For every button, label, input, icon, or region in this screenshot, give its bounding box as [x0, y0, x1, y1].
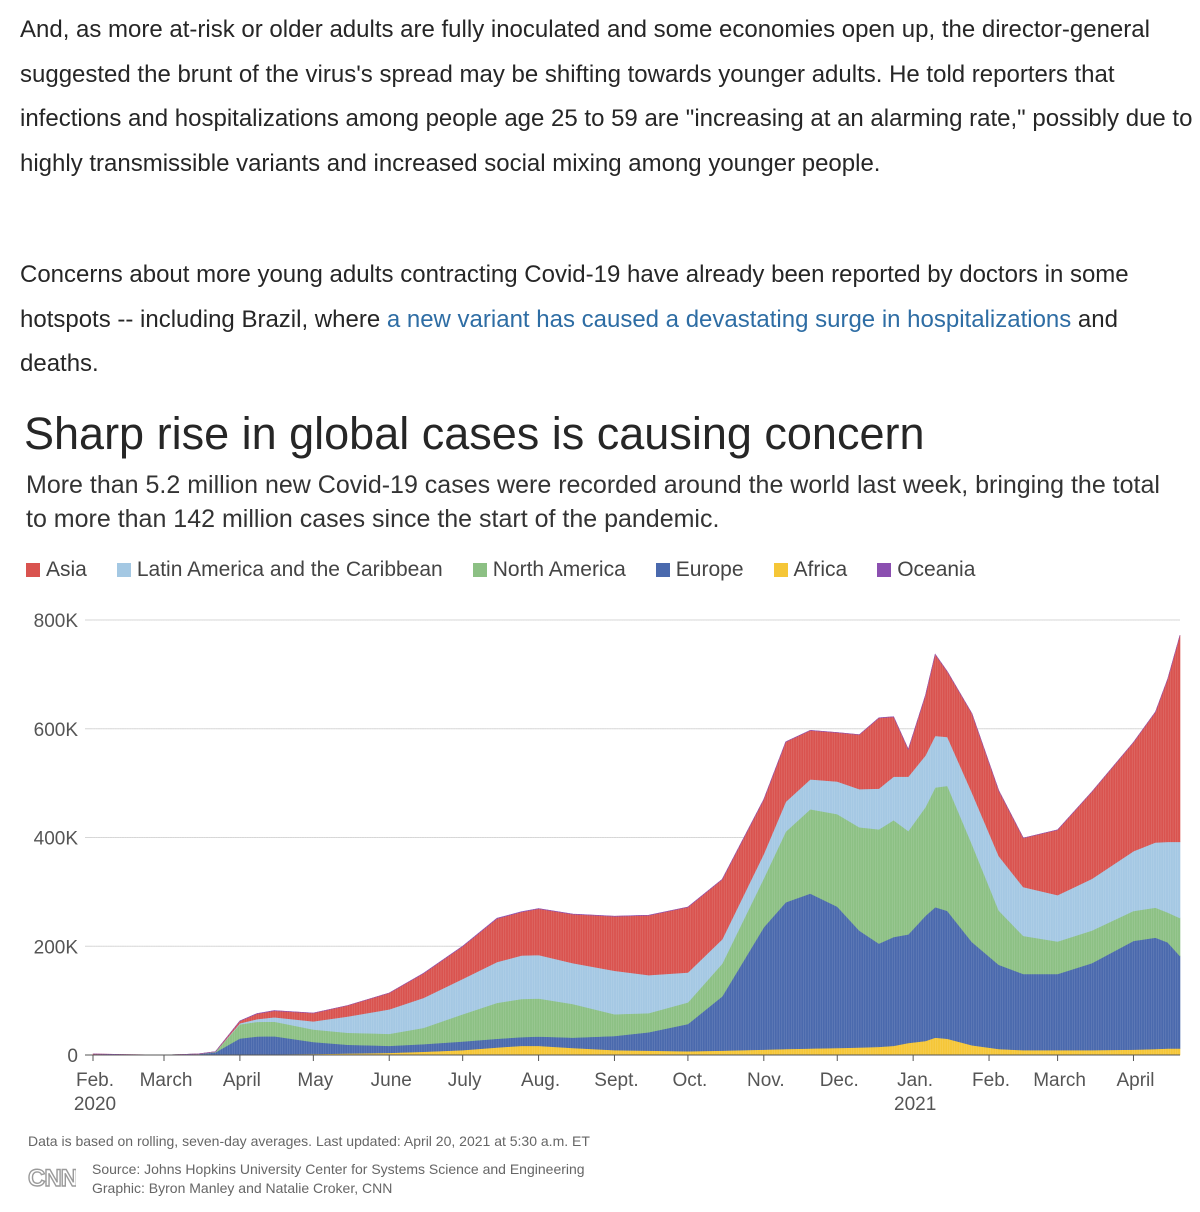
legend-swatch [655, 563, 670, 577]
variant-surge-link[interactable]: a new variant has caused a devastating s… [386, 305, 1072, 333]
x-tick-label: April [223, 1070, 261, 1091]
y-tick-label: 800K [34, 611, 79, 632]
legend-swatch [773, 563, 788, 577]
legend-item-europe: Europe [655, 558, 744, 582]
bar-texture [92, 620, 1179, 1055]
legend-label: North America [492, 558, 626, 581]
y-tick-label: 600K [34, 720, 79, 741]
x-tick-label: Jan. [897, 1070, 933, 1091]
axes: Feb. 2020 March April May June July Aug. Sept. Oc… [74, 1054, 1180, 1115]
legend-swatch [877, 563, 892, 577]
chart-subtitle: More than 5.2 million new Covid-19 cases… [26, 471, 1160, 533]
chart-title: Sharp rise in global cases is causing co… [24, 408, 925, 459]
chart-footnote: Data is based on rolling, seven-day aver… [28, 1133, 590, 1149]
x-tick-label: July [448, 1070, 482, 1091]
legend-label: Europe [675, 558, 744, 581]
x-tick-label: March [140, 1070, 193, 1091]
chart-legend: Asia Latin America and the Caribbean North… [26, 557, 1005, 583]
x-tick-label: Nov. [747, 1070, 785, 1091]
legend-item-oceania: Oceania [877, 558, 975, 582]
legend-label: Asia [46, 558, 87, 581]
x-tick-label: Oct. [672, 1070, 707, 1091]
area-series [92, 620, 1181, 1056]
x-tick-label: April [1116, 1070, 1154, 1091]
legend-label: Latin America and the Caribbean [136, 558, 443, 581]
x-tick-label: March [1033, 1070, 1086, 1091]
legend-item-latin-america-and-the-caribbean: Latin America and the Caribbean [116, 558, 443, 582]
article-paragraph-1: And, as more at-risk or older adults are… [20, 16, 1193, 177]
legend-label: Oceania [897, 558, 976, 581]
legend-swatch [116, 563, 131, 577]
x-tick-year-label: 2020 [74, 1094, 116, 1115]
x-tick-label: Dec. [820, 1070, 859, 1091]
x-tick-label: Feb. [76, 1070, 114, 1091]
x-tick-label: May [297, 1070, 333, 1091]
x-tick-label: Sept. [594, 1070, 638, 1091]
article-paragraph-2-end: and deaths. [20, 305, 1118, 378]
x-tick-label: Feb. [972, 1070, 1010, 1091]
x-tick-year-label: 2021 [894, 1094, 936, 1115]
chart-credit: Graphic: Byron Manley and Natalie Croker… [92, 1180, 393, 1196]
stacked-area-chart: 0 200K 400K 600K 800K Feb. 2020 March April May J… [34, 611, 1181, 1115]
cnn-logo: CNN [28, 1164, 76, 1191]
article-paragraph-2-text: Concerns about more young adults contrac… [20, 261, 1129, 333]
cnn-logo-text: CNN [28, 1165, 76, 1191]
area-oceania [92, 635, 1181, 1056]
x-tick-label: Aug. [521, 1070, 560, 1091]
y-tick-label: 0 [67, 1046, 78, 1067]
legend-swatch [472, 563, 487, 577]
article-paragraph-2: Concerns about more young adults contrac… [20, 253, 1195, 387]
y-tick-label: 200K [34, 937, 79, 958]
legend-label: Africa [793, 558, 848, 581]
y-tick-label: 400K [34, 829, 79, 850]
legend-item-asia: Asia [26, 558, 87, 582]
chart-source: Source: Johns Hopkins University Center … [92, 1161, 585, 1177]
legend-swatch [26, 563, 40, 577]
x-tick-label: June [371, 1070, 412, 1091]
legend-item-africa: Africa [773, 558, 848, 582]
legend-item-north-america: North America [472, 558, 626, 582]
